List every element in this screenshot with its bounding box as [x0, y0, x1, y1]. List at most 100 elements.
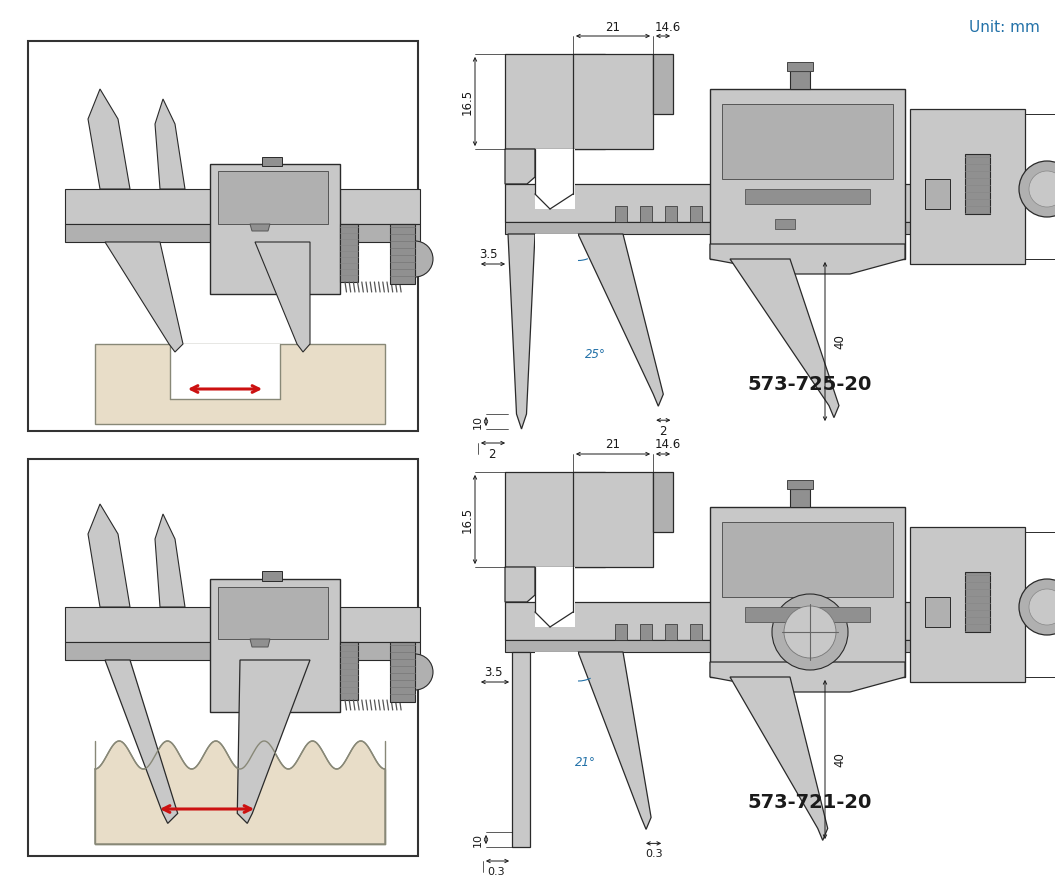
Text: 3.5: 3.5 [484, 665, 502, 679]
Circle shape [1029, 172, 1055, 207]
Polygon shape [95, 742, 385, 844]
Circle shape [1019, 162, 1055, 218]
Polygon shape [65, 607, 420, 642]
Polygon shape [65, 190, 420, 225]
Text: 21: 21 [606, 20, 620, 34]
Text: 40: 40 [833, 334, 846, 349]
Polygon shape [690, 206, 702, 222]
Polygon shape [237, 660, 310, 823]
Polygon shape [250, 225, 270, 232]
Polygon shape [910, 527, 1025, 682]
Polygon shape [88, 89, 130, 190]
Polygon shape [578, 235, 664, 407]
Polygon shape [745, 190, 870, 205]
Circle shape [397, 242, 433, 277]
Polygon shape [340, 225, 358, 283]
Polygon shape [787, 63, 813, 72]
Polygon shape [512, 652, 530, 847]
Polygon shape [250, 640, 270, 648]
Text: 10: 10 [473, 832, 483, 846]
Polygon shape [573, 55, 653, 150]
Text: 3.5: 3.5 [479, 248, 497, 261]
Polygon shape [262, 571, 282, 581]
Polygon shape [505, 150, 535, 185]
Polygon shape [535, 567, 575, 627]
Polygon shape [710, 662, 905, 692]
Polygon shape [88, 504, 130, 607]
Text: 2: 2 [659, 424, 667, 437]
Text: 16.5: 16.5 [460, 507, 474, 532]
Text: 14.6: 14.6 [655, 438, 682, 451]
Text: 21: 21 [606, 438, 620, 451]
Polygon shape [255, 243, 310, 353]
Polygon shape [775, 220, 795, 229]
Polygon shape [390, 642, 415, 703]
Text: 14.6: 14.6 [655, 20, 682, 34]
Polygon shape [505, 641, 960, 652]
Polygon shape [665, 625, 677, 641]
Polygon shape [710, 89, 905, 260]
Polygon shape [65, 225, 420, 243]
Circle shape [397, 654, 433, 690]
Polygon shape [710, 508, 905, 677]
Polygon shape [730, 677, 828, 841]
Polygon shape [745, 607, 870, 622]
Polygon shape [925, 597, 950, 627]
Polygon shape [787, 480, 813, 489]
Text: Unit: mm: Unit: mm [970, 20, 1040, 35]
Polygon shape [155, 515, 185, 607]
Polygon shape [790, 72, 810, 89]
Polygon shape [925, 180, 950, 210]
Polygon shape [65, 642, 420, 660]
Polygon shape [790, 489, 810, 508]
Polygon shape [505, 185, 1010, 222]
Polygon shape [505, 472, 605, 567]
Polygon shape [210, 165, 340, 295]
Polygon shape [653, 472, 673, 532]
Circle shape [772, 595, 848, 670]
Text: 16.5: 16.5 [460, 89, 474, 115]
Polygon shape [106, 660, 177, 823]
Polygon shape [509, 235, 535, 430]
Polygon shape [535, 652, 578, 703]
Text: 2: 2 [488, 447, 496, 460]
Text: 10: 10 [473, 415, 483, 429]
Polygon shape [640, 625, 652, 641]
Text: 21°: 21° [575, 756, 596, 769]
Text: 573-721-20: 573-721-20 [748, 793, 872, 812]
Polygon shape [218, 172, 328, 225]
Polygon shape [505, 222, 960, 235]
Polygon shape [535, 150, 575, 210]
Text: 0.3: 0.3 [487, 866, 504, 876]
Polygon shape [615, 206, 627, 222]
Text: 25°: 25° [586, 348, 606, 361]
Polygon shape [722, 523, 893, 597]
Polygon shape [210, 579, 340, 712]
Polygon shape [95, 769, 385, 844]
Polygon shape [910, 110, 1025, 265]
Polygon shape [615, 625, 627, 641]
Polygon shape [95, 345, 385, 424]
Polygon shape [730, 260, 839, 418]
Polygon shape [578, 652, 651, 829]
Polygon shape [665, 206, 677, 222]
Polygon shape [28, 460, 418, 856]
Polygon shape [218, 587, 328, 640]
Polygon shape [653, 55, 673, 115]
Circle shape [1029, 589, 1055, 626]
Polygon shape [965, 572, 990, 633]
Polygon shape [505, 55, 605, 150]
Circle shape [784, 606, 836, 658]
Polygon shape [155, 100, 185, 190]
Polygon shape [965, 155, 990, 214]
Polygon shape [505, 602, 1010, 641]
Polygon shape [722, 105, 893, 180]
Text: 0.3: 0.3 [646, 849, 663, 859]
Polygon shape [106, 243, 183, 353]
Circle shape [1019, 579, 1055, 635]
Polygon shape [262, 158, 282, 167]
Polygon shape [28, 42, 418, 431]
Polygon shape [390, 225, 415, 284]
Polygon shape [340, 642, 358, 700]
Polygon shape [710, 245, 905, 275]
